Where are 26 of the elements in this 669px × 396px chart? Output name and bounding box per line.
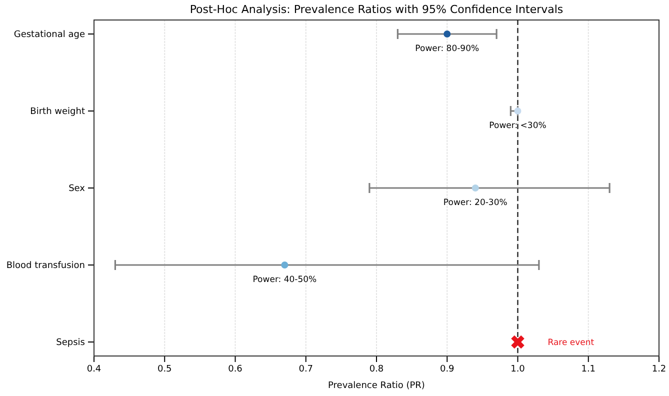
x-tick-label: 1.0 — [510, 364, 526, 374]
x-tick-label: 0.9 — [440, 364, 455, 374]
annotation: Rare event — [548, 338, 595, 348]
y-tick-label: Birth weight — [30, 106, 86, 117]
annotation: Power: 20-30% — [443, 198, 508, 208]
point — [514, 108, 522, 114]
y-tick-label: Gestational age — [14, 30, 86, 40]
x-tick-label: 0.6 — [228, 364, 243, 374]
point — [281, 262, 288, 268]
annotation: Power: 40-50% — [252, 275, 317, 285]
chart-title: Post-Hoc Analysis: Prevalence Ratios with 95% Confidence Intervals — [190, 3, 564, 16]
x-tick-label: 0.4 — [86, 364, 102, 374]
x-tick-label: 1.1 — [581, 364, 596, 374]
x-tick-label: 0.8 — [369, 364, 384, 374]
annotation: Power: 80-90% — [415, 44, 480, 54]
point — [511, 335, 524, 349]
x-tick-label: 0.7 — [298, 364, 314, 374]
x-tick-label: 1.2 — [652, 364, 666, 374]
x-tick-label: 0.5 — [157, 364, 172, 374]
y-tick-label: Sepsis — [56, 338, 86, 348]
x-axis-title: Prevalence Ratio (PR) — [328, 381, 425, 391]
y-tick-label: Sex — [68, 184, 86, 194]
y-tick-label: Blood transfusion — [6, 260, 85, 271]
point — [472, 184, 479, 192]
annotation: Power: <30% — [489, 121, 546, 131]
point — [444, 30, 451, 38]
